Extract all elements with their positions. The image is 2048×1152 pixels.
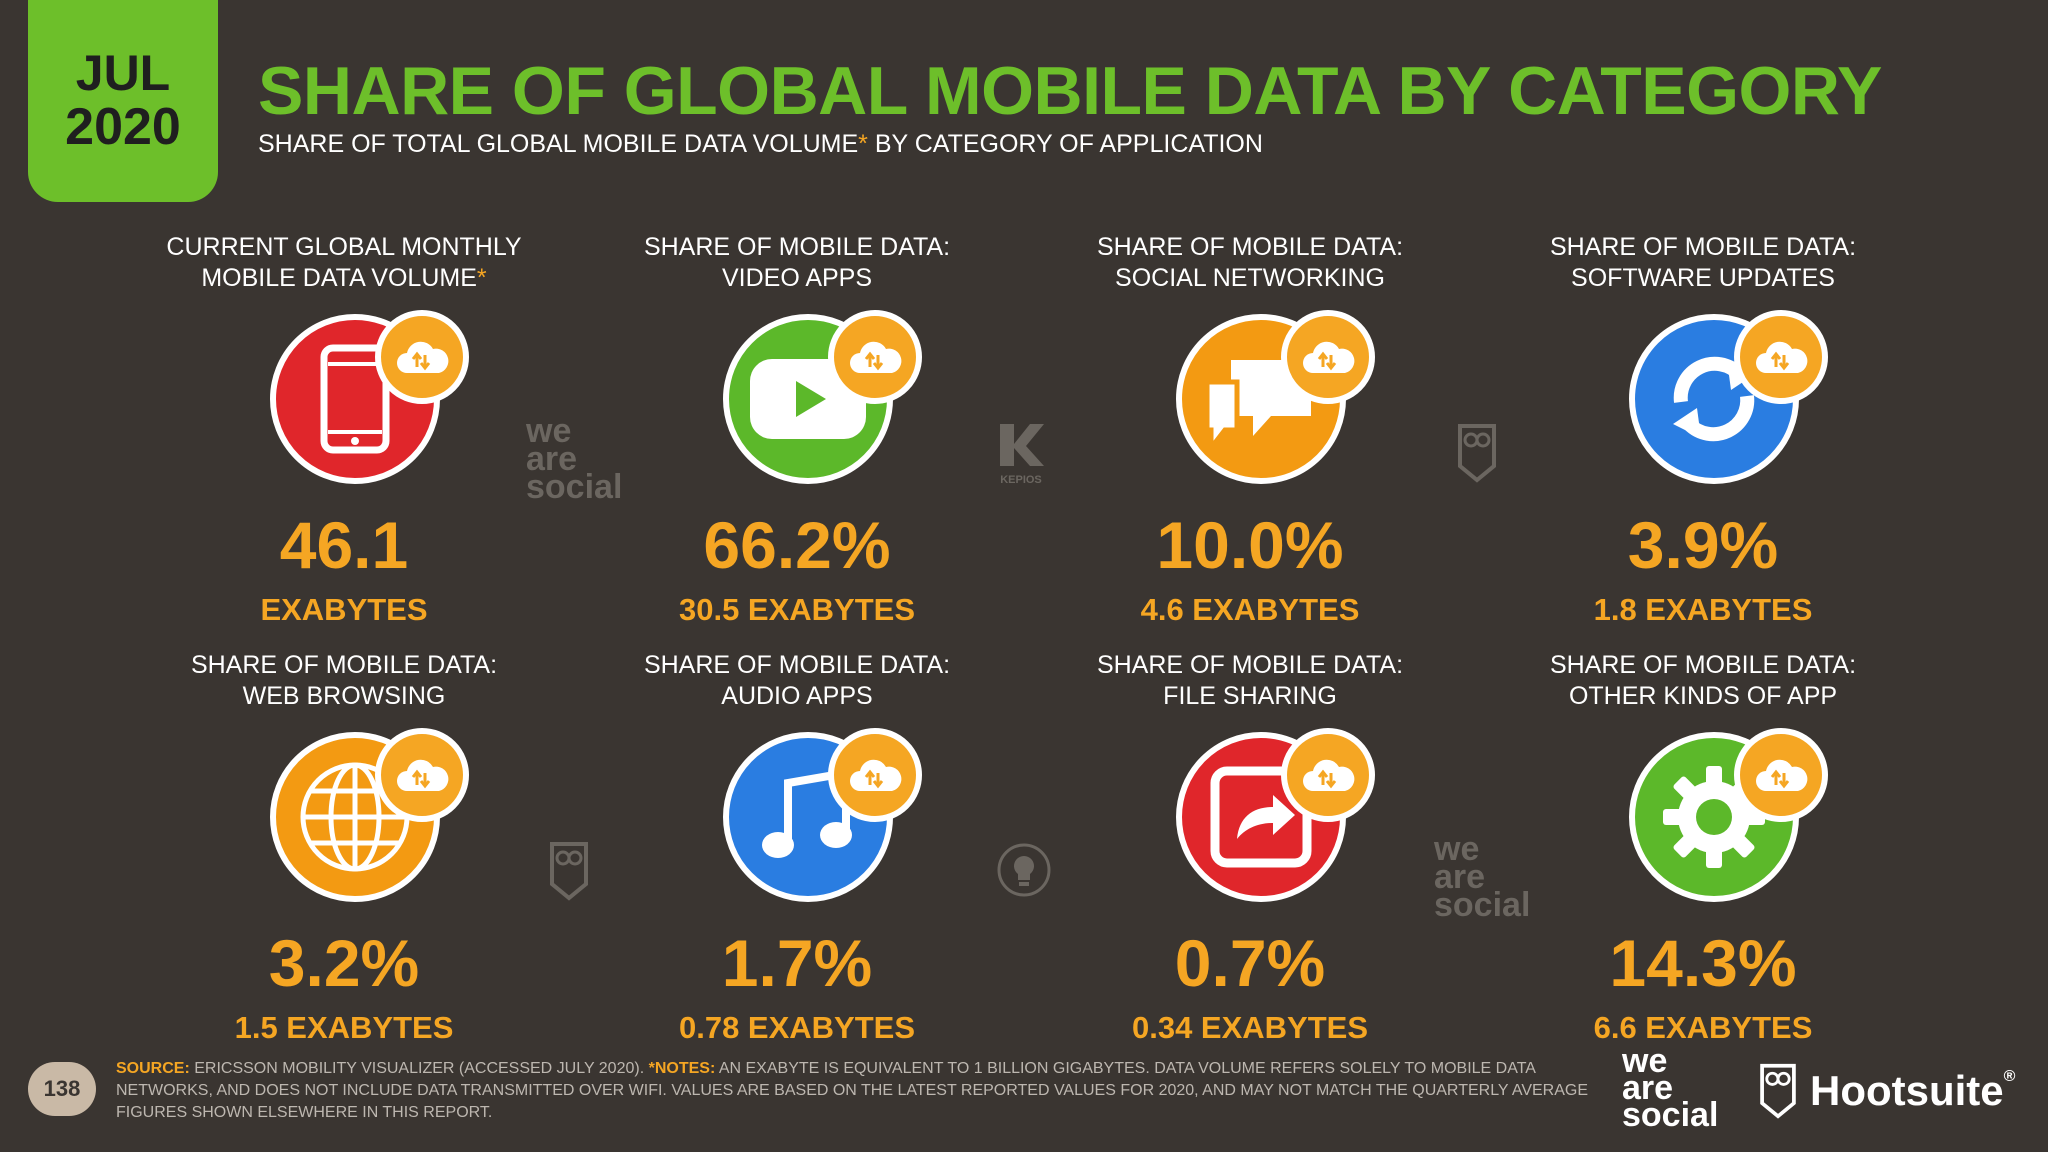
we-are-social-watermark: we are social <box>1434 830 1531 924</box>
lightbulb-watermark <box>996 842 1052 900</box>
stat-card-other-apps: SHARE OF MOBILE DATA: OTHER KINDS OF APP … <box>1493 650 1913 1046</box>
cloud-transfer-icon <box>1734 310 1828 404</box>
card-sub-value: 0.78 EXABYTES <box>678 1010 916 1045</box>
cloud-transfer-icon <box>375 310 469 404</box>
card-label: SHARE OF MOBILE DATA: OTHER KINDS OF APP <box>1549 651 1857 710</box>
page-subtitle: SHARE OF TOTAL GLOBAL MOBILE DATA VOLUME… <box>258 130 1263 158</box>
stat-card-social-networking: SHARE OF MOBILE DATA: SOCIAL NETWORKING 1… <box>1040 232 1460 628</box>
hootsuite-owl-watermark <box>548 840 590 904</box>
cloud-transfer-icon <box>375 728 469 822</box>
card-sub-value: 4.6 EXABYTES <box>1140 592 1360 627</box>
card-label: SHARE OF MOBILE DATA: WEB BROWSING <box>190 651 498 710</box>
page-title: SHARE OF GLOBAL MOBILE DATA BY CATEGORY <box>258 53 1882 129</box>
cloud-transfer-icon <box>828 728 922 822</box>
card-label: SHARE OF MOBILE DATA: FILE SHARING <box>1096 651 1404 710</box>
footer-source-notes: SOURCE: ERICSSON MOBILITY VISUALIZER (AC… <box>116 1060 1589 1121</box>
we-are-social-watermark: we are social <box>526 412 623 506</box>
card-sub-value: 6.6 EXABYTES <box>1593 1010 1813 1045</box>
card-label: SHARE OF MOBILE DATA: SOCIAL NETWORKING <box>1096 233 1404 292</box>
date-badge: JUL 2020 <box>28 0 218 202</box>
hootsuite-owl-watermark <box>1456 422 1498 486</box>
card-label: SHARE OF MOBILE DATA: SOFTWARE UPDATES <box>1549 233 1857 292</box>
card-label: CURRENT GLOBAL MONTHLY MOBILE DATA VOLUME… <box>166 233 522 292</box>
cloud-transfer-icon <box>828 310 922 404</box>
card-label: SHARE OF MOBILE DATA: AUDIO APPS <box>643 651 951 710</box>
card-label: SHARE OF MOBILE DATA: VIDEO APPS <box>643 233 951 292</box>
stat-card-web-browsing: SHARE OF MOBILE DATA: WEB BROWSING 3.2% 1… <box>134 650 554 1046</box>
card-value: 1.7% <box>721 926 873 1000</box>
card-value: 46.1 <box>279 508 409 582</box>
stat-card-file-sharing: SHARE OF MOBILE DATA: FILE SHARING 0.7% 0… <box>1040 650 1460 1046</box>
owl-icon <box>1458 424 1496 483</box>
hootsuite-logo: Hootsuite ® <box>1758 1062 2015 1120</box>
cloud-transfer-icon <box>1734 728 1828 822</box>
stat-card-audio-apps: SHARE OF MOBILE DATA: AUDIO APPS 1.7% 0.7… <box>587 650 1007 1046</box>
card-value: 66.2% <box>703 508 891 582</box>
date-year: 2020 <box>65 97 181 156</box>
cloud-transfer-icon <box>1281 728 1375 822</box>
page-number: 138 <box>28 1062 96 1116</box>
card-value: 0.7% <box>1174 926 1326 1000</box>
card-sub-value: 30.5 EXABYTES <box>678 592 916 627</box>
owl-icon <box>1760 1063 1796 1119</box>
card-value: 3.9% <box>1627 508 1779 582</box>
card-value: 14.3% <box>1609 926 1797 1000</box>
card-sub-value: 1.8 EXABYTES <box>1593 592 1813 627</box>
kepios-logo-icon <box>1000 424 1044 466</box>
stat-card-mobile-data-volume: CURRENT GLOBAL MONTHLY MOBILE DATA VOLUME… <box>134 232 554 628</box>
cloud-transfer-icon <box>1281 310 1375 404</box>
date-month: JUL <box>75 45 171 102</box>
stat-card-software-updates: SHARE OF MOBILE DATA: SOFTWARE UPDATES 3.… <box>1493 232 1913 628</box>
card-sub-value: 0.34 EXABYTES <box>1131 1010 1369 1045</box>
card-value: 10.0% <box>1156 508 1344 582</box>
we-are-social-logo: we are social <box>1622 1042 1719 1135</box>
card-sub-value: 1.5 EXABYTES <box>234 1010 454 1045</box>
card-value: 3.2% <box>268 926 420 1000</box>
kepios-watermark: KEPIOS <box>996 420 1046 486</box>
card-sub-value: EXABYTES <box>260 592 428 627</box>
owl-icon <box>550 842 588 901</box>
stat-card-video-apps: SHARE OF MOBILE DATA: VIDEO APPS 66.2% 30… <box>587 232 1007 628</box>
lightbulb-icon <box>997 843 1051 897</box>
